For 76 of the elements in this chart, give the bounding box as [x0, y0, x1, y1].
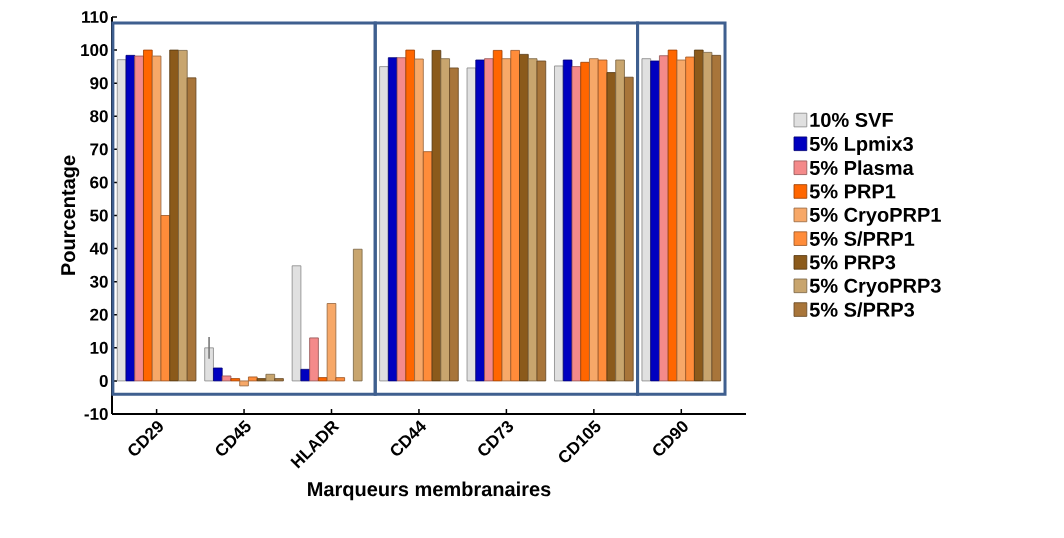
bar	[239, 380, 249, 387]
legend-label: 5% S/PRP1	[809, 231, 915, 247]
legend-label: 5% S/PRP3	[809, 302, 915, 318]
y-tick-label: 30	[89, 275, 108, 288]
legend-label: 5% PRP3	[809, 255, 896, 270]
y-tick-label: 10	[90, 341, 108, 354]
bar	[125, 54, 136, 382]
y-tick-label: 100	[81, 44, 108, 57]
y-tick-label: 0	[99, 374, 108, 387]
bar	[221, 375, 232, 382]
bar	[449, 67, 459, 382]
bar	[650, 60, 660, 382]
bar	[580, 61, 590, 382]
bar	[440, 58, 450, 382]
bar	[554, 65, 564, 382]
bar	[186, 77, 197, 382]
y-tick-label: 110	[82, 10, 108, 24]
bar	[414, 58, 424, 382]
bar	[685, 56, 695, 382]
y-tick-label: 50	[90, 209, 108, 222]
bar	[256, 378, 267, 382]
bar	[536, 60, 547, 382]
legend-label: 10% SVF	[810, 112, 893, 128]
bar	[230, 378, 241, 382]
bar	[309, 337, 319, 382]
bar	[160, 215, 171, 382]
bar	[589, 58, 599, 382]
bar	[317, 377, 328, 382]
bar	[178, 50, 188, 382]
bar	[484, 58, 494, 382]
bar	[659, 55, 669, 382]
bar	[519, 53, 529, 382]
legend-label: 5% CryoPRP1	[809, 207, 941, 226]
bar	[169, 49, 179, 382]
bar	[300, 368, 311, 382]
bar	[248, 376, 258, 382]
legend-label: 5% CryoPRP3	[809, 278, 941, 297]
x-axis-title: Marqueurs membranaires	[308, 481, 551, 501]
bar	[431, 50, 442, 382]
bar	[291, 265, 302, 382]
y-tick-label: -10	[84, 407, 108, 421]
bar	[615, 59, 625, 382]
bar	[151, 55, 162, 382]
legend-label: 5% Lpmix3	[809, 136, 913, 155]
bar	[501, 58, 512, 382]
bar	[265, 373, 276, 382]
bar	[274, 378, 284, 382]
bar	[641, 58, 652, 382]
bar	[204, 347, 214, 382]
bar	[694, 49, 704, 382]
bar	[143, 49, 153, 382]
bar	[475, 59, 485, 382]
bar	[624, 76, 634, 382]
bar	[379, 66, 389, 382]
bar	[326, 303, 337, 382]
y-tick-label: 80	[90, 110, 108, 123]
bar	[405, 49, 415, 382]
y-tick-label: 70	[90, 143, 108, 156]
bar	[606, 72, 617, 382]
legend-label: 5% Plasma	[809, 160, 914, 176]
y-tick-label: 60	[90, 176, 108, 189]
y-tick-label: 20	[90, 308, 108, 321]
y-tick-label: 90	[90, 77, 108, 90]
bar	[510, 50, 520, 382]
bar	[676, 59, 687, 382]
bar	[335, 377, 346, 382]
bar	[711, 54, 722, 382]
legend-label: 5% PRP1	[809, 184, 896, 199]
y-axis-title: Pourcentage	[61, 155, 80, 275]
bar	[134, 55, 144, 382]
bar	[571, 66, 582, 382]
y-tick-label: 40	[89, 242, 108, 255]
bar	[213, 367, 223, 382]
bar	[466, 67, 477, 382]
bar	[352, 248, 363, 382]
bar	[396, 57, 407, 382]
